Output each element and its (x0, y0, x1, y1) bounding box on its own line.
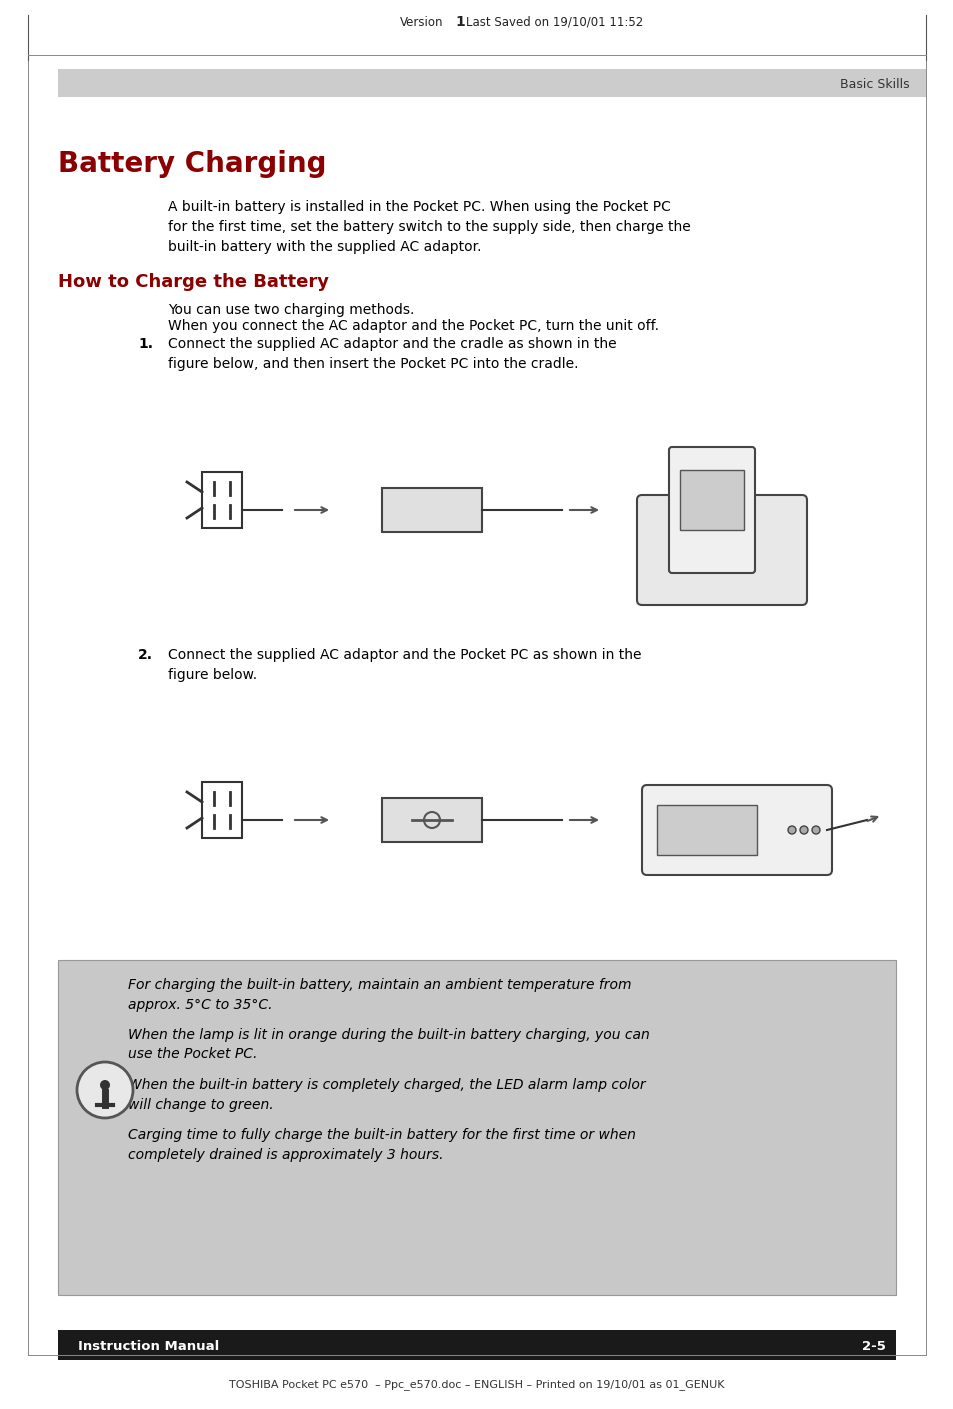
Text: When the built-in battery is completely charged, the LED alarm lamp color
will c: When the built-in battery is completely … (128, 1078, 645, 1112)
Bar (202, 782, 242, 838)
Text: When you connect the AC adaptor and the Pocket PC, turn the unit off.: When you connect the AC adaptor and the … (168, 318, 659, 333)
FancyBboxPatch shape (641, 785, 831, 875)
Text: Last Saved on 19/10/01 11:52: Last Saved on 19/10/01 11:52 (465, 15, 642, 28)
FancyBboxPatch shape (637, 495, 806, 604)
Circle shape (811, 826, 820, 834)
Bar (58, 1330, 895, 1360)
Text: A built-in battery is installed in the Pocket PC. When using the Pocket PC
for t: A built-in battery is installed in the P… (168, 200, 690, 254)
Text: Version: Version (399, 15, 443, 28)
Bar (679, 471, 743, 530)
Bar (58, 69, 925, 97)
Bar (381, 488, 481, 533)
Bar (168, 688, 869, 930)
Text: For charging the built-in battery, maintain an ambient temperature from
approx. : For charging the built-in battery, maint… (128, 978, 631, 1012)
Text: TOSHIBA Pocket PC e570  – Ppc_e570.doc – ENGLISH – Printed on 19/10/01 as 01_GEN: TOSHIBA Pocket PC e570 – Ppc_e570.doc – … (229, 1379, 724, 1391)
Circle shape (100, 1081, 110, 1091)
Text: Connect the supplied AC adaptor and the Pocket PC as shown in the
figure below.: Connect the supplied AC adaptor and the … (168, 648, 640, 682)
Bar (657, 805, 757, 855)
Text: Carging time to fully charge the built-in battery for the first time or when
com: Carging time to fully charge the built-i… (128, 1129, 636, 1161)
FancyBboxPatch shape (668, 447, 754, 573)
Circle shape (77, 1062, 132, 1117)
Bar (202, 472, 242, 528)
Bar (58, 960, 895, 1295)
Text: Instruction Manual: Instruction Manual (78, 1340, 219, 1354)
Text: You can use two charging methods.: You can use two charging methods. (168, 303, 414, 317)
Text: 2.: 2. (138, 648, 152, 662)
Circle shape (787, 826, 795, 834)
Text: How to Charge the Battery: How to Charge the Battery (58, 273, 329, 292)
Text: 1.: 1. (138, 337, 152, 351)
Text: 1: 1 (455, 15, 464, 30)
Text: 2-5: 2-5 (862, 1340, 885, 1354)
Bar (168, 368, 869, 633)
Text: Basic Skills: Basic Skills (840, 77, 909, 90)
Text: When the lamp is lit in orange during the built-in battery charging, you can
use: When the lamp is lit in orange during th… (128, 1029, 649, 1061)
Bar (381, 797, 481, 843)
Text: Connect the supplied AC adaptor and the cradle as shown in the
figure below, and: Connect the supplied AC adaptor and the … (168, 337, 616, 371)
Circle shape (800, 826, 807, 834)
Text: Battery Charging: Battery Charging (58, 149, 326, 178)
